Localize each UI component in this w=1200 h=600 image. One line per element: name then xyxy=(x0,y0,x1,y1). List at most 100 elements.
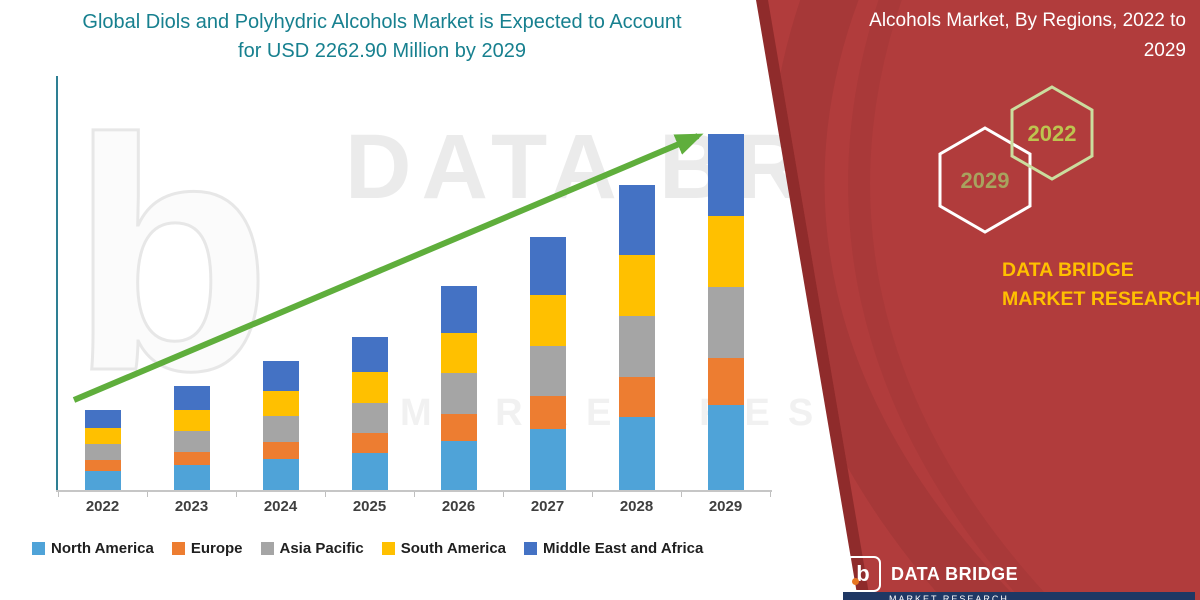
segment-asia-pacific xyxy=(707,287,744,359)
logo-icon: b xyxy=(845,556,881,592)
segment-asia-pacific xyxy=(84,444,121,461)
segment-south-america xyxy=(707,215,744,288)
chart-title: Global Diols and Polyhydric Alcohols Mar… xyxy=(82,11,682,62)
segment-asia-pacific xyxy=(440,373,477,415)
brand-text: DATA BRIDGE MARKET RESEARCH xyxy=(1002,259,1200,310)
segment-south-america xyxy=(440,332,477,374)
stacked-bar-chart xyxy=(58,132,770,490)
panel-heading: Global Diols and Polyhydric Alcohols Mar… xyxy=(826,0,1186,66)
segment-asia-pacific xyxy=(262,416,299,443)
legend-label: North America xyxy=(51,540,154,557)
y-axis-line xyxy=(56,76,58,490)
x-axis-label-2027: 2027 xyxy=(530,498,565,515)
segment-middle-east-and-africa xyxy=(707,134,744,216)
segment-north-america xyxy=(84,470,121,490)
segment-north-america xyxy=(351,453,388,490)
logo-subtitle-bar: MARKET RESEARCH xyxy=(843,592,1195,600)
segment-europe xyxy=(351,433,388,454)
axis-tick xyxy=(592,492,593,497)
legend-swatch xyxy=(171,542,185,555)
legend-label: South America xyxy=(400,540,507,557)
bar-slot-2024 xyxy=(236,361,325,490)
x-axis-label-2023: 2023 xyxy=(174,498,209,515)
bar-slot-2023 xyxy=(147,386,236,490)
segment-north-america xyxy=(440,440,477,490)
bar-slot-2026 xyxy=(414,285,503,490)
legend-item-south-america: South America xyxy=(381,540,507,557)
hexagon-badges: 2029 2022 xyxy=(938,85,1094,234)
stacked-bar-2025 xyxy=(351,336,388,490)
legend-label: Asia Pacific xyxy=(279,540,364,557)
legend-label: Europe xyxy=(190,540,243,557)
trend-arrow xyxy=(72,133,704,403)
segment-europe xyxy=(262,442,299,460)
segment-middle-east-and-africa xyxy=(440,285,477,333)
hexagon-2022-outline xyxy=(1010,85,1094,181)
stacked-bar-2028 xyxy=(618,184,655,490)
segment-south-america xyxy=(173,410,210,431)
hexagon-2029-outline xyxy=(938,126,1032,234)
x-axis-label-2026: 2026 xyxy=(441,498,476,515)
stacked-bar-2024 xyxy=(262,361,299,490)
segment-europe xyxy=(440,414,477,441)
segment-europe xyxy=(529,396,566,430)
stacked-bar-2022 xyxy=(84,409,121,490)
legend-item-north-america: North America xyxy=(32,540,154,557)
segment-europe xyxy=(618,377,655,417)
segment-south-america xyxy=(618,255,655,317)
segment-middle-east-and-africa xyxy=(618,184,655,255)
legend-swatch xyxy=(524,542,538,555)
segment-middle-east-and-africa xyxy=(262,361,299,391)
bar-slot-2025 xyxy=(325,336,414,490)
x-axis-labels: 2022 2023 2024 2025 2026 2027 2028 2029 xyxy=(58,498,770,515)
segment-asia-pacific xyxy=(529,345,566,397)
segment-middle-east-and-africa xyxy=(84,409,121,429)
legend-item-middle-east-and-africa: Middle East and Africa xyxy=(524,540,703,557)
segment-north-america xyxy=(262,459,299,490)
axis-tick xyxy=(325,492,326,497)
segment-north-america xyxy=(173,465,210,490)
legend-item-europe: Europe xyxy=(171,540,243,557)
segment-europe xyxy=(173,451,210,466)
segment-europe xyxy=(707,358,744,405)
x-axis-ticks xyxy=(58,492,771,498)
segment-north-america xyxy=(529,429,566,490)
legend-item-asia-pacific: Asia Pacific xyxy=(260,540,364,557)
segment-south-america xyxy=(351,371,388,403)
segment-middle-east-and-africa xyxy=(529,236,566,296)
axis-tick xyxy=(147,492,148,497)
panel-heading-text: Alcohols Market, By Regions, 2022 to 202… xyxy=(869,10,1186,61)
x-axis-label-2024: 2024 xyxy=(263,498,298,515)
bar-slot-2029 xyxy=(681,134,770,490)
x-axis-label-2029: 2029 xyxy=(708,498,743,515)
axis-tick xyxy=(503,492,504,497)
panel-heading-clipped-line: Global Diols and Polyhydric xyxy=(826,0,1186,6)
segment-north-america xyxy=(707,404,744,490)
stacked-bar-2026 xyxy=(440,285,477,490)
segment-north-america xyxy=(618,416,655,490)
legend-swatch xyxy=(381,542,395,555)
legend-swatch xyxy=(32,542,45,555)
segment-south-america xyxy=(262,390,299,417)
segment-asia-pacific xyxy=(351,402,388,434)
axis-tick xyxy=(681,492,682,497)
legend-swatch xyxy=(260,542,274,555)
axis-tick xyxy=(236,492,237,497)
segment-asia-pacific xyxy=(173,430,210,452)
segment-middle-east-and-africa xyxy=(351,336,388,372)
stacked-bar-2023 xyxy=(173,386,210,490)
axis-tick xyxy=(414,492,415,497)
hexagon-2022-label: 2022 xyxy=(1028,121,1077,146)
x-axis-label-2025: 2025 xyxy=(352,498,387,515)
segment-middle-east-and-africa xyxy=(173,386,210,411)
segment-south-america xyxy=(529,295,566,346)
legend-label: Middle East and Africa xyxy=(543,540,704,557)
chart-legend: North America Europe Asia Pacific South Ame… xyxy=(32,540,703,557)
logo-name: DATA BRIDGE xyxy=(891,563,1019,584)
segment-europe xyxy=(84,460,121,471)
company-logo: b DATA BRIDGE xyxy=(845,556,1018,592)
axis-tick xyxy=(58,492,59,497)
segment-south-america xyxy=(84,428,121,445)
bar-slot-2027 xyxy=(503,236,592,490)
